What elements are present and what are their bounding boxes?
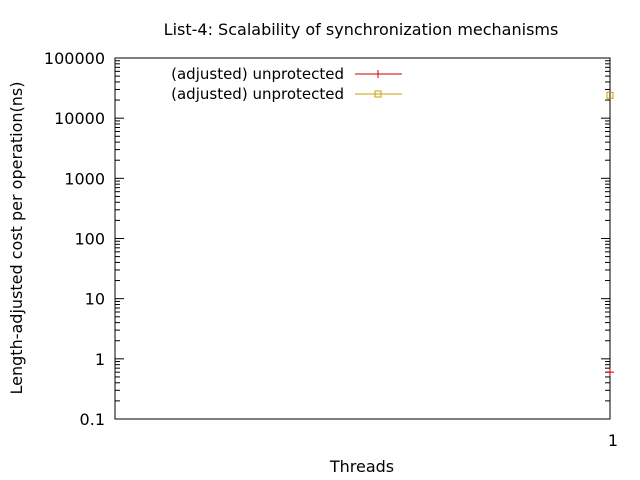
y-tick-label: 10	[85, 290, 105, 309]
legend-swatch-marker	[374, 90, 382, 98]
series-layer	[606, 91, 614, 377]
legend: (adjusted) unprotected (adjusted) unprote…	[171, 65, 402, 103]
y-tick-label: 100000	[44, 49, 105, 68]
y-tick-label: 100	[74, 230, 105, 249]
y-tick-label: 1000	[64, 169, 105, 188]
y-tick-label: 1	[95, 350, 105, 369]
x-axis-label: Threads	[329, 457, 394, 476]
y-tick-label: 0.1	[80, 410, 105, 429]
data-point	[606, 368, 614, 377]
legend-label: (adjusted) unprotected	[171, 65, 344, 83]
chart-title: List-4: Scalability of synchronization m…	[164, 20, 559, 39]
legend-label: (adjusted) unprotected	[171, 85, 344, 103]
legend-swatch-marker	[374, 70, 382, 78]
y-axis: 0.1 1 10 100 1000 10000 100000	[44, 49, 610, 429]
x-axis: 1	[608, 58, 618, 450]
plot-frame	[114, 57, 611, 420]
data-point	[606, 91, 614, 99]
series-1	[606, 368, 614, 377]
y-axis-label: Length-adjusted cost per operation(ns)	[7, 82, 26, 395]
y-tick-label: 10000	[54, 109, 105, 128]
x-tick-label: 1	[608, 431, 618, 450]
series-2	[606, 91, 614, 99]
series-clip	[606, 91, 614, 377]
